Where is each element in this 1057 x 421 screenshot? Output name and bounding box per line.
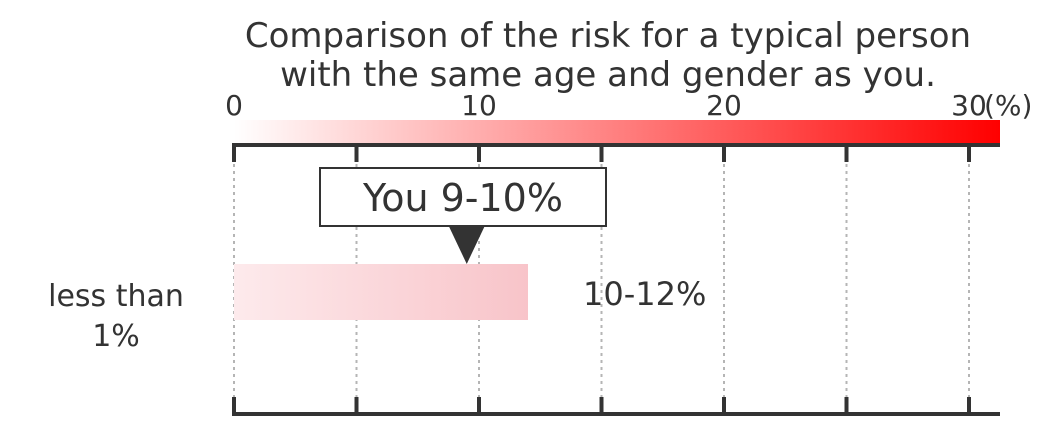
axis-tick-label: 30 [951, 89, 987, 122]
bar-range-label: 10-12% [583, 275, 706, 313]
top-axis-tick-labels: 0 10 20 30 [225, 89, 987, 122]
risk-bars: 10-12% less than 1% [48, 264, 706, 354]
axis-unit-label: (%) [984, 89, 1032, 122]
you-callout-box [319, 167, 607, 227]
bar-category-label: less than [48, 279, 184, 314]
you-pointer-triangle [448, 226, 485, 264]
axis-tick-label: 20 [706, 89, 742, 122]
top-axis-ticks [232, 143, 971, 162]
axis-tick-label: 10 [461, 89, 497, 122]
risk-bar [234, 264, 528, 320]
bottom-axis-ticks [232, 397, 971, 416]
color-scale-bar [234, 120, 1000, 144]
bar-category-label: 1% [92, 319, 140, 354]
you-callout-label: You 9-10% [362, 176, 563, 220]
axis-tick-label: 0 [225, 89, 243, 122]
chart-title-line-1: Comparison of the risk for a typical per… [245, 16, 971, 56]
chart-title-line-2: with the same age and gender as you. [280, 55, 936, 95]
